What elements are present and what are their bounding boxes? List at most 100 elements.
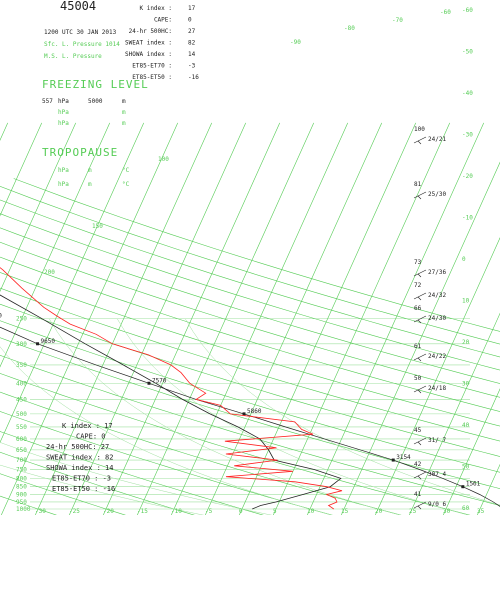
moist-adiabat <box>116 318 469 515</box>
right-tick-label: 40 <box>462 422 470 429</box>
index-value: -16 <box>188 74 199 81</box>
dry-adiabat <box>0 451 195 515</box>
wind-barb-tick <box>417 441 422 446</box>
sfc-pressure: Sfc. L. Pressure 1014 <box>44 41 120 48</box>
isotherm-line <box>442 388 500 515</box>
pressure-tick-label: 850 <box>16 484 27 491</box>
isotherm-line <box>0 122 145 444</box>
lower-index-text: 24-hr 500HC: 27 <box>46 443 109 451</box>
right-tick-label: 20 <box>462 339 470 346</box>
pressure-tick-label: 700 <box>16 457 27 464</box>
right-tick-label: -20 <box>462 173 473 180</box>
index-label: CAPE: <box>154 17 172 24</box>
isotherm-line <box>306 122 485 515</box>
tropopause-temp-unit: °C <box>122 181 130 188</box>
temp-tick-label: 15 <box>341 508 349 515</box>
height-label: 3154 <box>396 454 411 461</box>
wind-level-label: 66 <box>414 305 422 312</box>
temp-tick-label: 5 <box>273 508 277 515</box>
index-label: ET85-ET50 : <box>132 74 172 81</box>
wind-level-label: 41 <box>414 491 422 498</box>
lower-index-text: ET85-ET70 : -3 <box>52 475 111 483</box>
index-value: 0 <box>188 17 192 24</box>
dry-adiabat <box>0 473 126 515</box>
temp-tick-label: -15 <box>137 508 148 515</box>
pressure-tick-label: 900 <box>16 492 27 499</box>
isotherm-line <box>0 122 77 292</box>
temp-tick-label: 0 <box>239 508 243 515</box>
isotherm-line <box>0 122 111 368</box>
wind-level-label: 100 <box>414 126 425 133</box>
wind-barb-tick <box>417 195 422 200</box>
index-value: 17 <box>188 5 196 12</box>
temperature-line <box>0 267 343 510</box>
pressure-tick-label: 800 <box>16 475 27 482</box>
wind-level-label: 61 <box>414 343 422 350</box>
moist-adiabat <box>0 464 205 515</box>
wind-barb <box>413 269 427 277</box>
right-tick-label: -60 <box>462 7 473 14</box>
wind-barb-tick <box>417 357 422 362</box>
isotherm-line <box>0 122 43 217</box>
index-label: SHOWA index : <box>125 51 172 58</box>
annotations: 45004 1200 UTC 30 JAN 2013 Sfc. L. Pressur… <box>42 0 446 510</box>
isotherm-line <box>272 122 451 515</box>
isotherm-line <box>102 122 281 515</box>
wind-value-label: 24/18 <box>428 385 446 392</box>
isotherm-line <box>374 237 500 515</box>
dry-adiabat <box>0 431 264 515</box>
wind-barb <box>413 191 427 199</box>
dry-adiabat <box>0 391 402 515</box>
moist-adiabat <box>48 318 401 515</box>
dry-adiabat <box>13 178 500 332</box>
wind-barb-tick <box>417 475 422 480</box>
wind-barb-tick <box>417 319 422 324</box>
pressure-tick-label: 600 <box>16 436 27 443</box>
dry-adiabat <box>0 185 500 345</box>
dry-adiabat <box>0 272 500 427</box>
temp-tick-label: -5 <box>205 508 213 515</box>
wind-barb <box>413 471 427 479</box>
wind-value-label: 307 4 <box>428 471 446 478</box>
lower-index-text: SHOWA index : 14 <box>46 464 113 472</box>
right-tick-label: 50 <box>462 464 470 471</box>
dry-adiabat <box>0 256 500 412</box>
freezing-height-unit: m <box>122 109 126 116</box>
wind-barb <box>413 315 427 323</box>
isotherm-top-label: -70 <box>392 17 403 24</box>
index-label: SWEAT index : <box>125 40 172 47</box>
wind-barb-tick <box>417 389 422 394</box>
freezing-height-unit: m <box>122 120 126 127</box>
index-value: 82 <box>188 40 196 47</box>
lower-index-text: SWEAT index : 82 <box>46 454 113 462</box>
dry-adiabat <box>0 337 500 489</box>
freezing-pressure-unit: hPa <box>58 120 69 127</box>
freezing-pressure-unit: hPa <box>58 109 69 116</box>
axes: 2503003504004505005506006507007508008509… <box>16 7 485 515</box>
pressure-tick-label: 250 <box>16 316 27 323</box>
temp-tick-label: -25 <box>69 508 80 515</box>
tropopause-pressure-unit: hPa <box>58 181 69 188</box>
isotherm-line <box>340 161 500 515</box>
moist-adiabat <box>0 346 333 515</box>
index-label: ET85-ET70 : <box>132 63 172 70</box>
pressure-tick-label: 300 <box>16 341 27 348</box>
pressure-tick-label: 400 <box>16 380 27 387</box>
station-id: 45004 <box>60 0 96 13</box>
freezing-pressure-unit: hPa <box>58 98 69 105</box>
tropopause-temp-unit: °C <box>122 167 130 174</box>
height-label: 10410 <box>0 313 2 320</box>
wind-barb-tick <box>417 505 422 510</box>
tropopause-pressure-unit: hPa <box>58 167 69 174</box>
dry-adiabat <box>0 227 500 384</box>
right-tick-label: -50 <box>462 49 473 56</box>
msl-pressure: M.S. L. Pressure <box>44 53 102 60</box>
dry-adiabat <box>0 303 500 457</box>
dry-adiabat <box>0 199 500 358</box>
temp-tick-label: 20 <box>375 508 383 515</box>
wind-value-label: 24/22 <box>428 353 446 360</box>
wind-barb-tick <box>417 140 422 145</box>
right-tick-label: 10 <box>462 298 470 305</box>
pressure-tick-label: 650 <box>16 447 27 454</box>
parcel-path-line <box>0 326 500 507</box>
